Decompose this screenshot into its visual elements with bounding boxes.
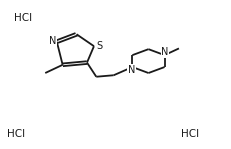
Text: N: N (128, 65, 135, 75)
Text: N: N (161, 47, 168, 58)
Text: HCl: HCl (14, 13, 32, 23)
Text: HCl: HCl (7, 129, 25, 139)
Text: HCl: HCl (180, 129, 198, 139)
Text: N: N (49, 36, 56, 46)
Text: S: S (96, 41, 102, 51)
